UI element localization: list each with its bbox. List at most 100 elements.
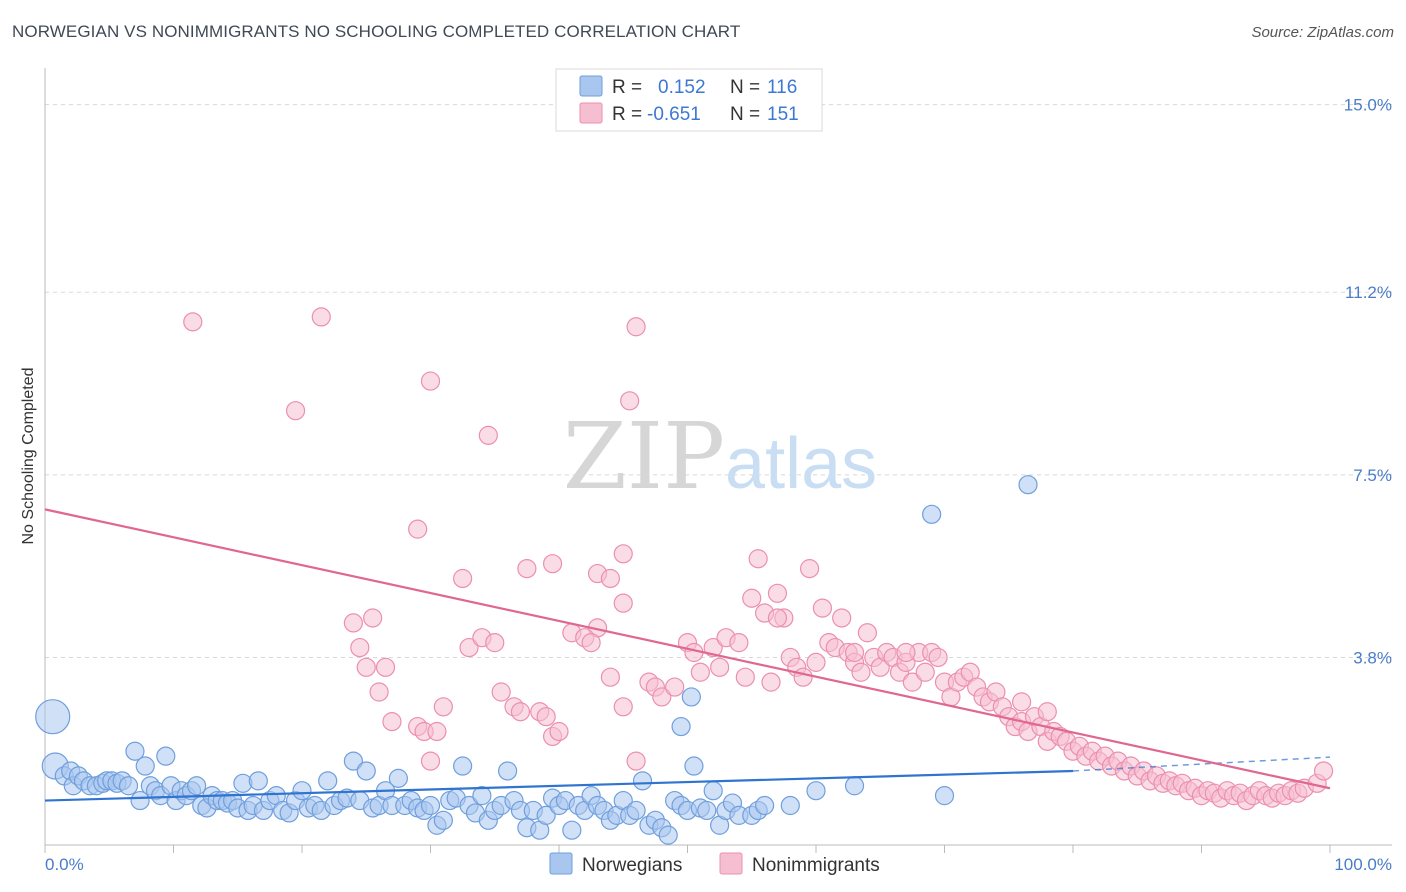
point-norwegians [135, 756, 155, 776]
point-norwegians [1018, 475, 1038, 495]
point-norwegians [671, 716, 691, 737]
point-nonimmigrants [420, 751, 441, 771]
legend-swatch-nonimmigrants [719, 852, 743, 875]
trend-lines [44, 508, 1331, 802]
point-nonimmigrants [485, 633, 505, 653]
point-nonimmigrants [536, 707, 556, 727]
point-norwegians [697, 800, 717, 821]
point-norwegians [433, 810, 453, 830]
point-nonimmigrants [600, 568, 621, 589]
point-norwegians [292, 781, 312, 801]
point-norwegians [356, 761, 376, 781]
point-nonimmigrants [549, 721, 569, 742]
point-nonimmigrants [767, 583, 788, 603]
y-tick-label: 11.2% [1345, 283, 1392, 302]
point-norwegians [632, 771, 653, 791]
point-nonimmigrants [806, 652, 826, 672]
point-nonimmigrants [742, 588, 762, 608]
stats-r-label: R = [612, 77, 642, 98]
point-norwegians [684, 756, 704, 776]
stats-row-norwegians: R = 0.152 N = 116 [579, 75, 797, 98]
point-nonimmigrants [285, 401, 306, 421]
point-nonimmigrants [491, 682, 511, 702]
point-nonimmigrants [350, 637, 370, 658]
point-norwegians [754, 795, 775, 816]
point-nonimmigrants [690, 662, 710, 682]
x-tick-label: 100.0% [1334, 855, 1392, 874]
point-norwegians [35, 699, 71, 735]
point-nonimmigrants [844, 642, 865, 663]
point-nonimmigrants [427, 721, 447, 742]
point-norwegians [498, 761, 518, 781]
grid-layer [45, 104, 1392, 658]
point-nonimmigrants [459, 637, 479, 658]
legend-swatch-norwegians [579, 75, 603, 97]
point-nonimmigrants [375, 657, 396, 677]
stats-row-nonimmigrants: R = -0.651 N = 151 [579, 102, 799, 125]
point-nonimmigrants [832, 608, 852, 628]
stats-n-label: N = [730, 104, 760, 125]
point-nonimmigrants [703, 637, 723, 658]
point-nonimmigrants [761, 672, 781, 692]
point-nonimmigrants [812, 598, 833, 618]
legend-swatch-nonimmigrants [579, 102, 603, 124]
series-norwegians [35, 475, 1038, 845]
point-nonimmigrants [356, 657, 376, 677]
point-nonimmigrants [1011, 692, 1032, 712]
stats-n-label: N = [730, 77, 760, 98]
point-nonimmigrants [626, 751, 646, 771]
point-nonimmigrants [729, 633, 749, 653]
y-tick-label: 15.0% [1344, 96, 1392, 115]
y-tick-label: 3.8% [1353, 648, 1392, 667]
point-nonimmigrants [652, 687, 672, 707]
point-norwegians [125, 741, 145, 761]
point-nonimmigrants [928, 647, 948, 668]
point-nonimmigrants [626, 317, 646, 337]
point-nonimmigrants [453, 568, 473, 589]
point-norwegians [118, 776, 139, 796]
point-nonimmigrants [710, 657, 730, 677]
point-nonimmigrants [478, 425, 498, 445]
watermark: ZIPatlas [563, 403, 877, 510]
point-nonimmigrants [408, 519, 428, 539]
stats-legend: R = 0.152 N = 116 R = -0.651 N = 151 [555, 68, 823, 132]
point-nonimmigrants [510, 702, 531, 722]
point-nonimmigrants [665, 677, 685, 697]
point-norwegians [343, 751, 363, 771]
point-nonimmigrants [311, 307, 331, 327]
stats-r-value: -0.651 [647, 104, 701, 125]
stats-n-value: 151 [767, 104, 799, 125]
point-norwegians [658, 825, 678, 845]
point-norwegians [626, 800, 646, 821]
point-nonimmigrants [793, 667, 813, 687]
point-nonimmigrants [851, 662, 871, 682]
point-norwegians [472, 786, 492, 806]
point-norwegians [934, 786, 955, 806]
point-nonimmigrants [735, 667, 755, 687]
point-nonimmigrants [896, 642, 916, 663]
point-nonimmigrants [1037, 702, 1057, 722]
point-nonimmigrants [748, 549, 768, 569]
x-tick-label: 0.0% [45, 855, 84, 874]
point-norwegians [453, 756, 473, 776]
stats-r-label: R = [612, 104, 642, 125]
y-tick-label: 7.5% [1353, 466, 1392, 485]
point-nonimmigrants [799, 559, 820, 579]
chart-title: NORWEGIAN VS NONIMMIGRANTS NO SCHOOLING … [12, 22, 741, 41]
point-norwegians [922, 504, 942, 524]
point-nonimmigrants [517, 559, 537, 579]
point-nonimmigrants [613, 593, 633, 613]
point-norwegians [388, 768, 408, 788]
point-nonimmigrants [420, 371, 441, 391]
point-nonimmigrants [363, 608, 383, 628]
point-norwegians [420, 795, 441, 816]
point-nonimmigrants [369, 682, 389, 702]
trend-line-norwegians-extension [1072, 756, 1331, 772]
point-nonimmigrants [915, 662, 935, 682]
legend-swatch-norwegians [549, 852, 573, 875]
axes-layer: 3.8% 7.5% 11.2% 15.0% 0.0% 100.0% [44, 68, 1392, 874]
trend-line-nonimmigrants [44, 508, 1331, 790]
trend-line-norwegians [44, 769, 1074, 802]
y-axis-label: No Schooling Completed [20, 368, 37, 545]
